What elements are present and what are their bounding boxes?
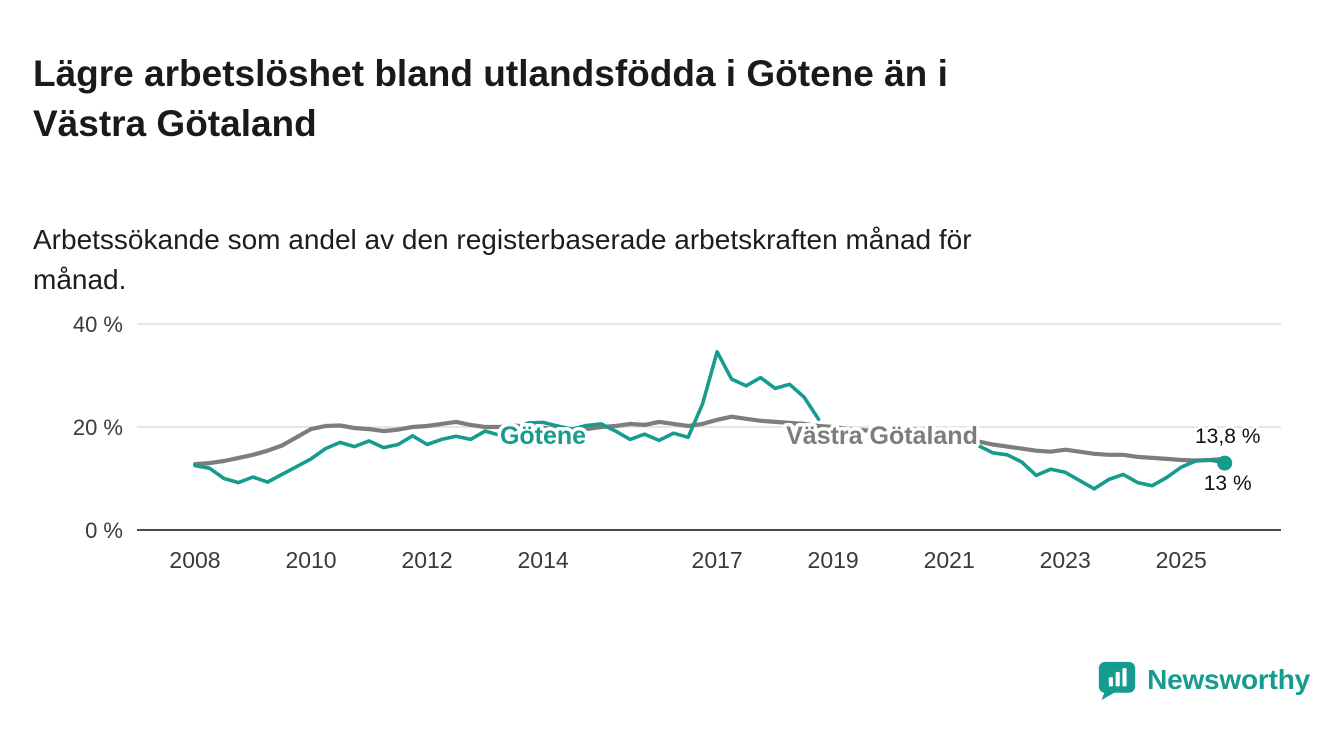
line-gotene <box>193 350 1227 491</box>
grid-lines <box>137 323 1281 531</box>
x-tick-label: 2023 <box>1040 547 1091 573</box>
y-tick-label: 20 % <box>73 415 123 440</box>
x-tick-label: 2017 <box>692 547 743 573</box>
end-value-label-gotene: 13 % <box>1204 472 1252 495</box>
gotene-end-dot <box>1217 455 1233 471</box>
x-tick-label: 2008 <box>169 547 220 573</box>
chart-subtitle: Arbetssökande som andel av den registerb… <box>33 224 972 296</box>
newsworthy-attribution-link[interactable]: Newsworthy <box>1097 660 1310 700</box>
series-label-gotene: Götene <box>500 422 586 450</box>
x-tick-label: 2019 <box>808 547 859 573</box>
x-axis-labels: 2008 2010 2012 2014 2017 2019 2021 2023 2025 <box>169 547 1206 573</box>
line-vastra-gotaland <box>192 414 1227 467</box>
y-tick-label: 40 % <box>73 312 123 337</box>
y-axis-labels: 40 % 20 % 0 % <box>73 312 123 543</box>
series-label-vastra-gotaland: Västra Götaland <box>786 422 978 450</box>
x-tick-label: 2021 <box>924 547 975 573</box>
end-value-label-vastra-gotaland: 13,8 % <box>1195 425 1260 448</box>
x-tick-label: 2014 <box>517 547 568 573</box>
chart-title: Lägre arbetslöshet bland utlandsfödda i … <box>33 52 948 144</box>
y-tick-label: 0 % <box>85 518 123 543</box>
newsworthy-logo-icon <box>1098 661 1136 700</box>
x-tick-label: 2025 <box>1156 547 1207 573</box>
x-tick-label: 2012 <box>401 547 452 573</box>
newsworthy-wordmark: Newsworthy <box>1147 664 1310 695</box>
series-lines <box>192 350 1227 491</box>
x-tick-label: 2010 <box>285 547 336 573</box>
